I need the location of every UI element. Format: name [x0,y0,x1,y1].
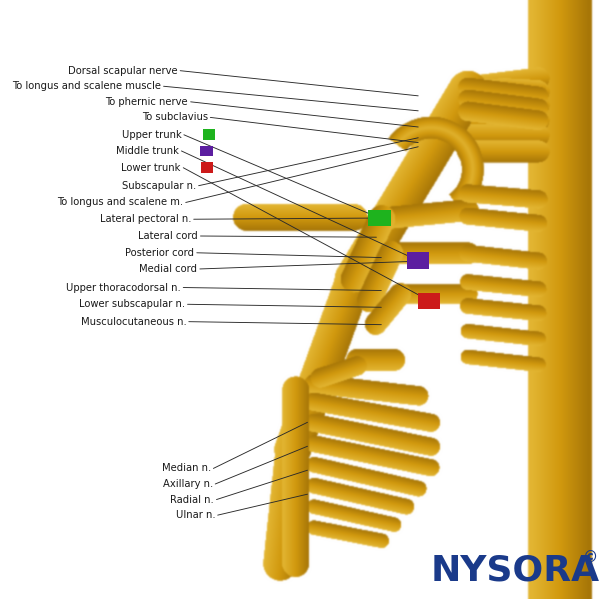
Text: Axillary n.: Axillary n. [162,479,213,489]
Text: To phernic nerve: To phernic nerve [106,97,188,107]
Text: Median n.: Median n. [162,464,211,473]
Text: Radial n.: Radial n. [170,495,214,504]
Text: Upper trunk: Upper trunk [122,130,181,140]
Text: Lower trunk: Lower trunk [121,163,181,173]
Text: To subclavius: To subclavius [141,113,208,122]
Bar [407,253,429,268]
Bar [368,210,391,226]
Text: ©: © [583,549,598,565]
Text: NYSORA: NYSORA [430,553,600,587]
Text: Posterior cord: Posterior cord [125,248,194,258]
Text: Middle trunk: Middle trunk [116,146,179,156]
Text: Dorsal scapular nerve: Dorsal scapular nerve [68,66,178,75]
Text: Musculocutaneous n.: Musculocutaneous n. [81,317,186,326]
Text: Ulnar n.: Ulnar n. [176,510,215,520]
Bar [201,162,213,173]
Text: Upper thoracodorsal n.: Upper thoracodorsal n. [66,283,181,292]
Text: Lateral cord: Lateral cord [138,231,198,241]
Bar [418,292,440,309]
Bar [200,146,213,156]
Text: Lower subscapular n.: Lower subscapular n. [79,300,185,309]
Text: Subscapular n.: Subscapular n. [122,181,196,190]
Text: Medial cord: Medial cord [140,264,197,274]
Text: To longus and scalene m.: To longus and scalene m. [57,198,183,207]
Text: To longus and scalene muscle: To longus and scalene muscle [12,81,161,91]
Bar [203,129,215,140]
Text: Lateral pectoral n.: Lateral pectoral n. [100,214,191,224]
